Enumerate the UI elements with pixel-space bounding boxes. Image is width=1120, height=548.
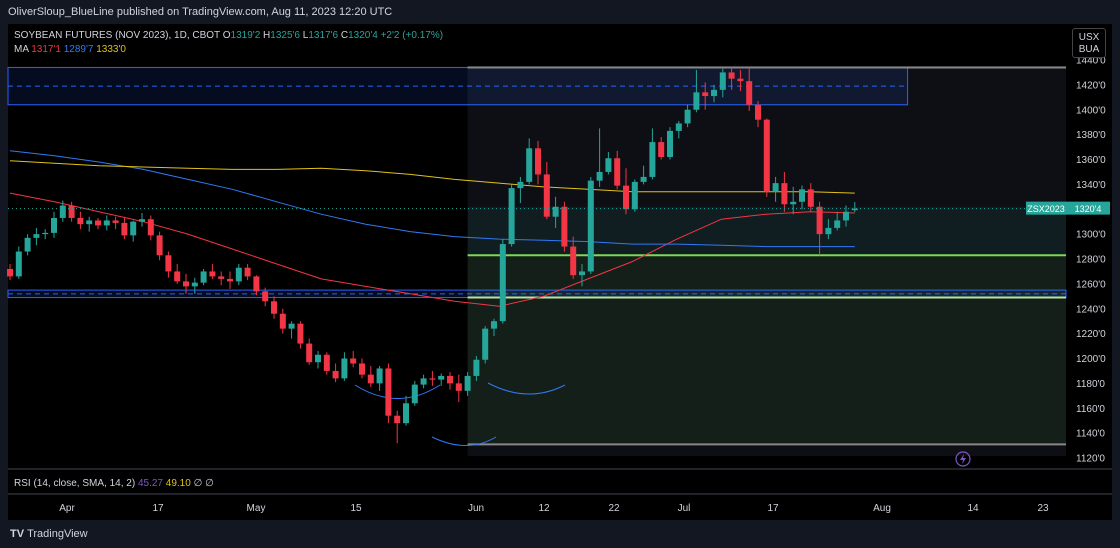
tradingview-logo[interactable]: TV TradingView (10, 528, 88, 540)
ma2-value: 1289'7 (63, 44, 94, 55)
ma-legend: MA 1317'1 1289'7 1333'0 (14, 44, 126, 55)
attribution-text: OliverSloup_BlueLine published on Tradin… (8, 6, 393, 18)
open-value: 1319'2 (230, 30, 261, 41)
high-value: 1325'6 (270, 30, 300, 41)
rsi-value: 45.27 (137, 478, 163, 489)
chart-area[interactable] (8, 24, 1112, 520)
tradingview-icon: TV (10, 528, 25, 540)
ma3-value: 1333'0 (96, 44, 126, 55)
symbol-legend: SOYBEAN FUTURES (NOV 2023), 1D, CBOT O13… (14, 30, 444, 41)
rsi-sma-value: 49.10 (165, 478, 191, 489)
rsi-legend: RSI (14, close, SMA, 14, 2) 45.27 49.10 … (14, 478, 214, 489)
low-value: 1317'6 (308, 30, 339, 41)
top-bar: OliverSloup_BlueLine published on Tradin… (0, 0, 1120, 24)
ma1-value: 1317'1 (31, 44, 61, 55)
ma-label: MA (14, 44, 29, 55)
symbol-title: SOYBEAN FUTURES (NOV 2023), 1D, CBOT (14, 30, 220, 41)
rsi-label: RSI (14, close, SMA, 14, 2) (14, 478, 136, 489)
footer: TV TradingView (0, 520, 1120, 548)
change-value: +2'2 (+0.17%) (380, 30, 444, 41)
currency-badge[interactable]: USX BUA (1072, 28, 1106, 58)
close-value: 1320'4 (348, 30, 378, 41)
